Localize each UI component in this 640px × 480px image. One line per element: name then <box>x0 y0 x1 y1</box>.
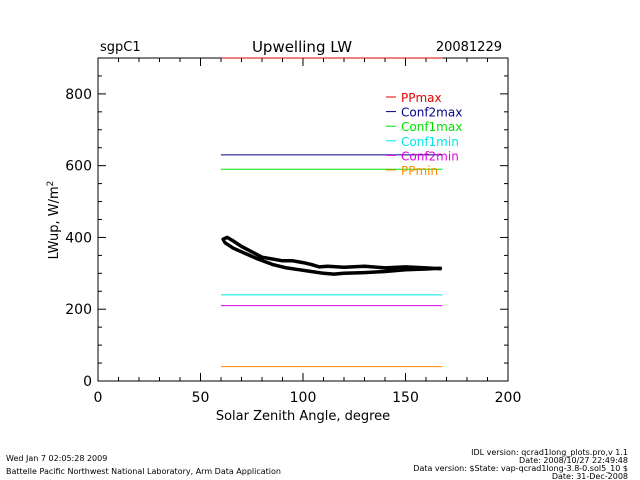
legend: PPmaxConf2maxConf1maxConf1minConf2minPPm… <box>386 91 462 178</box>
limit-lines <box>221 57 443 368</box>
date-label: 20081229 <box>436 40 502 55</box>
y-axis-label: LWup, W/m2 <box>46 181 62 260</box>
footer-data-version: Data version: $State: vap-qcrad1long-3.8… <box>413 464 628 473</box>
x-tick-label: 0 <box>94 390 103 406</box>
legend-label-ppmin: PPmin <box>401 164 438 178</box>
y-tick-label: 0 <box>83 374 92 390</box>
footer-idl-date: Date: 2008/10/27 22:49:48 <box>519 456 628 465</box>
chart-title: Upwelling LW <box>252 38 352 56</box>
x-tick-label: 150 <box>392 390 419 406</box>
axes: 0 50 100 150 200 0 200 400 600 800 <box>65 57 522 406</box>
y-axis-label-sup: 2 <box>46 181 56 187</box>
footer-institution: Battelle Pacific Northwest National Labo… <box>6 467 281 476</box>
y-tick-label: 800 <box>65 87 92 103</box>
footer-data-date: Date: 31-Dec-2008 <box>552 472 628 480</box>
legend-label-conf2max: Conf2max <box>401 106 462 120</box>
legend-label-conf2min: Conf2min <box>401 149 459 163</box>
y-tick-label: 200 <box>65 302 92 318</box>
legend-label-conf1max: Conf1max <box>401 120 462 134</box>
y-axis-label-group: LWup, W/m2 <box>46 181 62 260</box>
x-tick-label: 50 <box>192 390 210 406</box>
y-axis-label-main: LWup, W/m <box>47 186 62 259</box>
y-tick-label: 400 <box>65 230 92 246</box>
footer-timestamp: Wed Jan 7 02:05:28 2009 <box>6 454 107 463</box>
x-tick-label: 200 <box>495 390 522 406</box>
footer-idl-version: IDL version: qcrad1long_plots.pro,v 1.1 <box>471 448 628 457</box>
legend-label-conf1min: Conf1min <box>401 135 459 149</box>
data-series <box>221 235 443 276</box>
series-line-0 <box>221 235 443 276</box>
y-tick-label: 600 <box>65 159 92 175</box>
site-label: sgpC1 <box>100 40 141 55</box>
legend-label-ppmax: PPmax <box>401 91 442 105</box>
x-axis-label: Solar Zenith Angle, degree <box>216 409 390 424</box>
x-tick-label: 100 <box>290 390 317 406</box>
